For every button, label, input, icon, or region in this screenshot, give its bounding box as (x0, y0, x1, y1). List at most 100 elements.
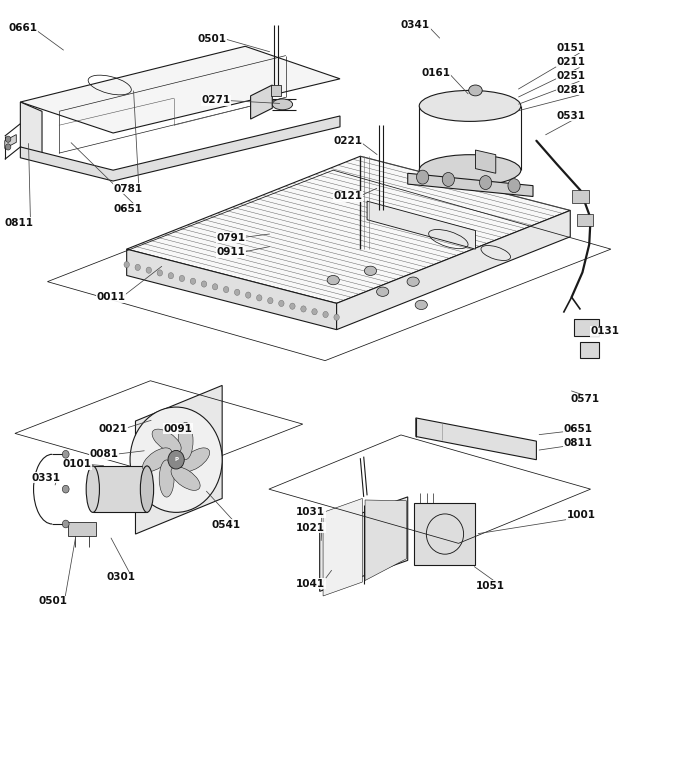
Ellipse shape (143, 448, 172, 472)
Circle shape (323, 312, 328, 318)
Circle shape (268, 298, 273, 304)
Polygon shape (367, 201, 475, 249)
Ellipse shape (178, 423, 193, 459)
Text: 0211: 0211 (557, 57, 585, 67)
Ellipse shape (152, 429, 181, 453)
Circle shape (5, 136, 11, 142)
Polygon shape (337, 211, 571, 329)
Ellipse shape (171, 467, 200, 490)
Circle shape (312, 308, 318, 315)
Circle shape (212, 284, 218, 290)
Text: 0251: 0251 (557, 71, 585, 81)
Bar (574, 319, 599, 336)
Text: 0091: 0091 (164, 423, 193, 434)
Text: 0501: 0501 (198, 33, 227, 44)
Circle shape (124, 262, 129, 268)
Text: 0541: 0541 (211, 520, 241, 530)
Text: 0571: 0571 (571, 395, 599, 404)
Polygon shape (126, 249, 337, 329)
Ellipse shape (180, 448, 209, 472)
Ellipse shape (86, 466, 99, 512)
Polygon shape (323, 498, 362, 596)
Text: 0221: 0221 (333, 136, 362, 146)
Text: 1041: 1041 (296, 579, 325, 589)
Circle shape (479, 176, 492, 190)
Circle shape (63, 486, 69, 493)
Polygon shape (475, 150, 496, 173)
Circle shape (63, 451, 69, 458)
Polygon shape (320, 497, 408, 591)
Polygon shape (68, 521, 96, 535)
Text: 0811: 0811 (564, 437, 592, 448)
Text: 0021: 0021 (98, 423, 127, 434)
Ellipse shape (140, 466, 154, 512)
Circle shape (334, 314, 339, 320)
Polygon shape (20, 47, 340, 133)
Text: 0791: 0791 (217, 232, 245, 242)
Text: 1031: 1031 (296, 507, 325, 517)
Text: 0271: 0271 (201, 96, 231, 106)
Text: 0151: 0151 (557, 43, 585, 53)
Circle shape (157, 270, 163, 276)
Circle shape (279, 301, 284, 306)
Ellipse shape (407, 277, 420, 286)
Text: 0101: 0101 (63, 459, 91, 469)
Text: 1051: 1051 (475, 581, 505, 591)
Ellipse shape (327, 276, 339, 284)
Text: 0131: 0131 (590, 326, 619, 336)
Polygon shape (408, 173, 533, 197)
Circle shape (201, 281, 207, 287)
Text: 0501: 0501 (39, 597, 67, 606)
Circle shape (180, 275, 185, 281)
Circle shape (224, 287, 229, 293)
Circle shape (235, 289, 240, 295)
Polygon shape (20, 116, 340, 181)
Polygon shape (5, 134, 16, 148)
Circle shape (130, 407, 222, 512)
Text: 0911: 0911 (217, 247, 245, 257)
Polygon shape (20, 102, 42, 156)
Text: 0081: 0081 (90, 449, 118, 459)
Circle shape (168, 273, 173, 279)
Text: 0121: 0121 (333, 191, 362, 201)
Polygon shape (365, 500, 407, 580)
Text: 0661: 0661 (8, 23, 37, 33)
Text: 0341: 0341 (401, 19, 430, 30)
Circle shape (63, 520, 69, 528)
Bar (581, 342, 599, 357)
Circle shape (5, 144, 11, 150)
Text: 0651: 0651 (564, 423, 592, 434)
Ellipse shape (420, 90, 521, 121)
Polygon shape (251, 85, 272, 119)
Circle shape (256, 294, 262, 301)
Polygon shape (126, 156, 571, 303)
Ellipse shape (364, 267, 377, 276)
Text: 0531: 0531 (557, 111, 585, 121)
Text: 0651: 0651 (113, 204, 142, 214)
Polygon shape (135, 385, 222, 534)
Bar (577, 214, 593, 226)
Polygon shape (271, 85, 281, 96)
Circle shape (508, 179, 520, 193)
Circle shape (146, 267, 152, 274)
Ellipse shape (377, 287, 389, 296)
Text: 1001: 1001 (567, 510, 596, 521)
Circle shape (417, 170, 428, 184)
Bar (573, 190, 589, 203)
Polygon shape (92, 466, 147, 512)
Text: 0161: 0161 (422, 68, 450, 78)
Circle shape (301, 306, 306, 312)
Text: P: P (174, 457, 178, 462)
Text: 0811: 0811 (5, 218, 34, 228)
Text: 0011: 0011 (96, 292, 125, 302)
Text: 1021: 1021 (296, 523, 325, 533)
Ellipse shape (415, 300, 427, 309)
Text: 0331: 0331 (32, 472, 61, 483)
Circle shape (135, 264, 141, 270)
Polygon shape (415, 503, 475, 565)
Text: 0301: 0301 (106, 573, 135, 583)
Polygon shape (416, 418, 537, 460)
Circle shape (190, 278, 196, 284)
Circle shape (290, 303, 295, 309)
Ellipse shape (469, 85, 482, 96)
